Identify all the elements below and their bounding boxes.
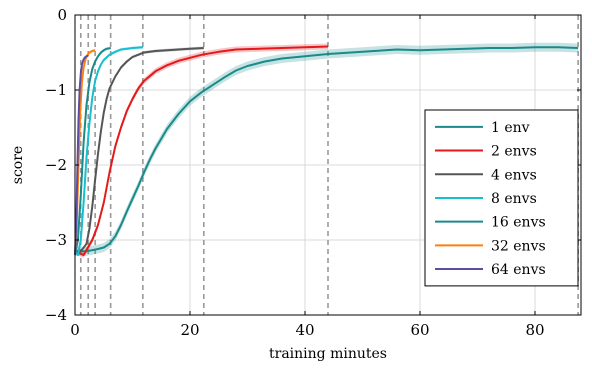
dashed-vertical-lines — [79, 15, 579, 315]
y-tick-label-1: −1 — [45, 81, 67, 99]
legend-entry-2: 4 envs — [491, 167, 537, 183]
series-lines — [74, 45, 579, 256]
y-tick-label-4: −4 — [45, 306, 67, 324]
legend-entry-5: 32 envs — [491, 238, 546, 254]
series-band-2 — [75, 46, 204, 253]
legend: 1 env 2 envs 4 envs 8 envs 16 envs 32 envs 64 … — [424, 109, 579, 287]
series-band-3 — [75, 45, 143, 257]
legend-entry-4: 16 envs — [491, 215, 546, 231]
legend-entry-3: 8 envs — [491, 191, 537, 207]
y-tick-label-0: 0 — [57, 6, 67, 24]
x-axis-label: training minutes — [269, 346, 387, 362]
y-tick-label-3: −3 — [45, 231, 67, 249]
x-tick-label-3: 60 — [410, 321, 429, 339]
x-tick-label-4: 80 — [525, 321, 544, 339]
series-line-1 — [74, 45, 329, 256]
series-band-0 — [75, 42, 579, 256]
series-line-0 — [75, 46, 579, 253]
series-line-3 — [74, 46, 143, 256]
legend-entry-0: 1 env — [491, 120, 530, 136]
series-line-4 — [74, 47, 111, 256]
axis-ticks: 0 20 40 60 80 0 −1 −2 −3 −4 — [45, 6, 581, 339]
series-line-6 — [74, 54, 89, 256]
series-line-2 — [75, 47, 204, 253]
x-tick-label-0: 0 — [70, 321, 80, 339]
y-tick-label-2: −2 — [45, 156, 67, 174]
legend-entry-1: 2 envs — [491, 144, 537, 160]
y-axis-label: score — [10, 146, 26, 184]
x-tick-label-1: 20 — [180, 321, 199, 339]
legend-entry-6: 64 envs — [491, 262, 546, 278]
series-band-1 — [75, 43, 328, 258]
x-tick-label-2: 40 — [295, 321, 314, 339]
